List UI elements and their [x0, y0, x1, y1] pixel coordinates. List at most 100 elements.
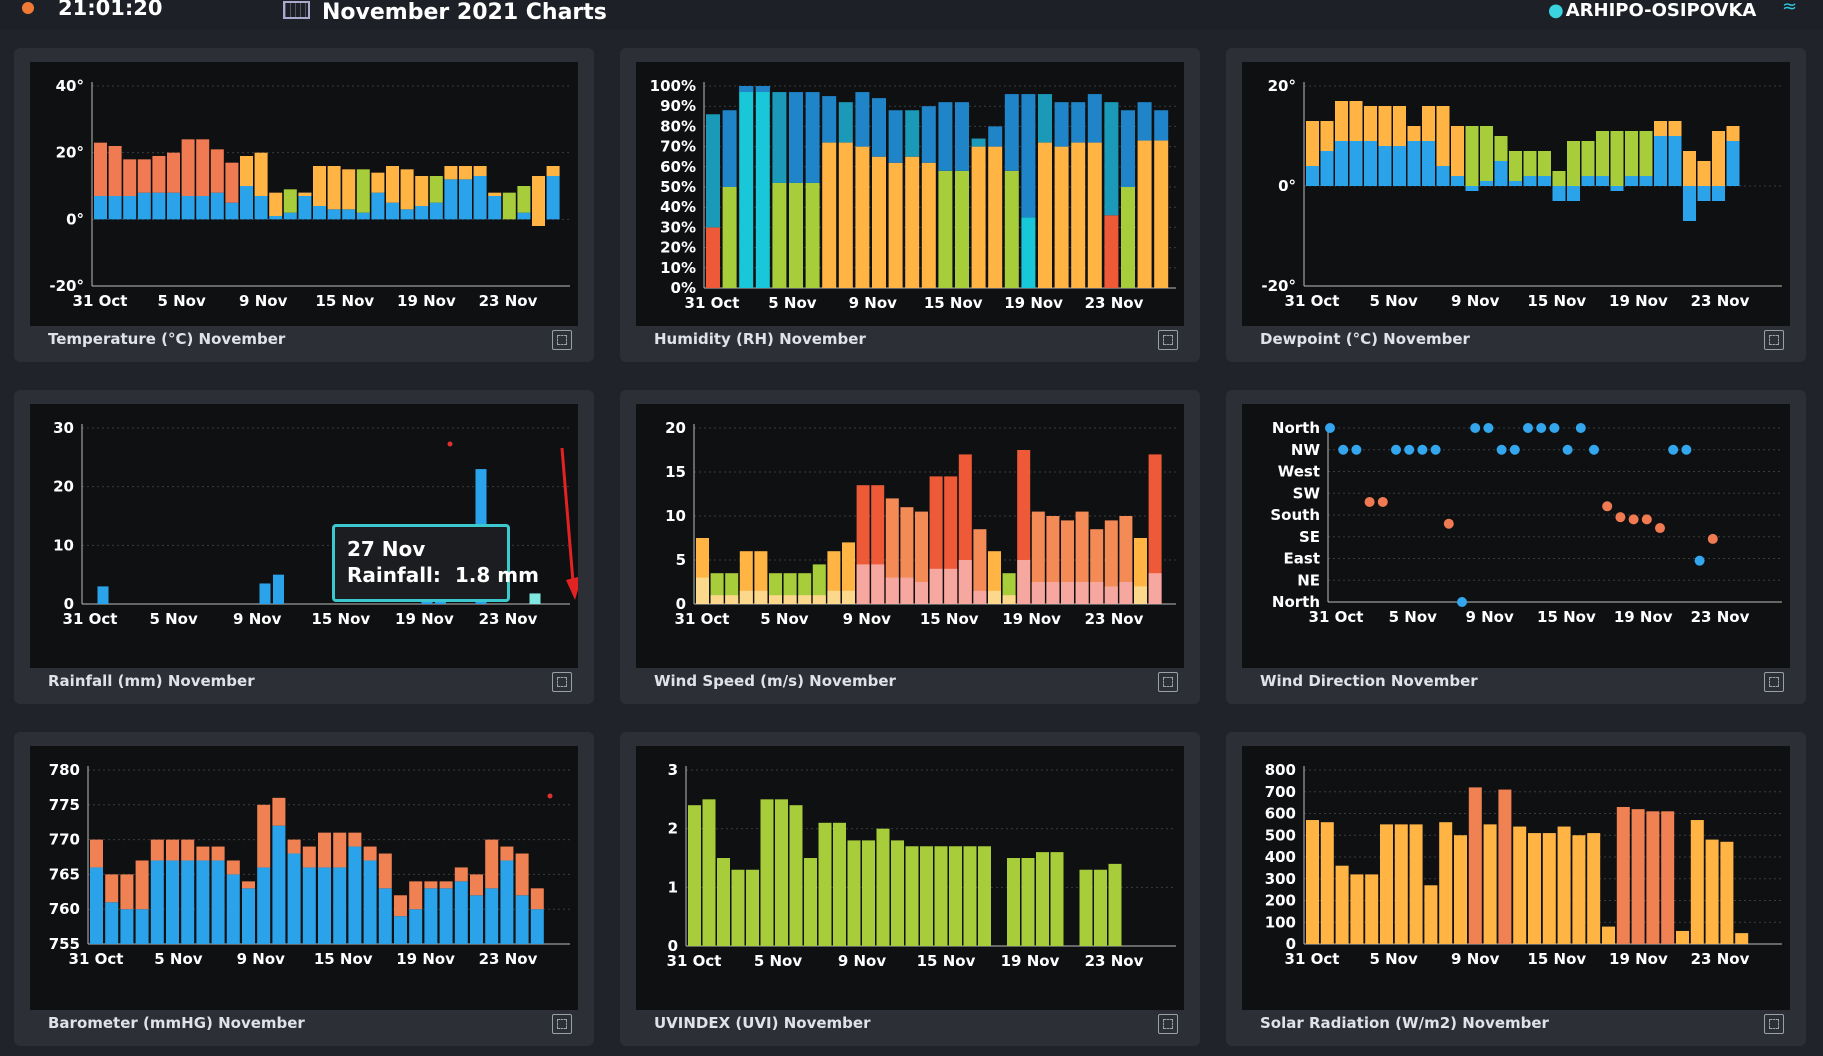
bar[interactable] [827, 590, 841, 604]
bar[interactable] [739, 86, 754, 93]
bar[interactable] [1596, 131, 1609, 176]
bar[interactable] [754, 590, 768, 604]
bar[interactable] [257, 804, 271, 868]
bar[interactable] [1071, 102, 1086, 143]
bar[interactable] [739, 86, 754, 288]
bar[interactable] [1639, 176, 1653, 186]
bar[interactable] [1306, 166, 1319, 186]
bar[interactable] [1646, 811, 1660, 944]
bar[interactable] [955, 170, 969, 288]
bar[interactable] [386, 166, 399, 203]
bar[interactable] [254, 152, 268, 196]
bar[interactable] [1690, 820, 1704, 944]
bar[interactable] [283, 189, 297, 213]
bar[interactable] [1494, 136, 1508, 161]
bar[interactable] [1668, 121, 1682, 136]
bar[interactable] [272, 797, 286, 826]
bar[interactable] [356, 169, 370, 213]
bar[interactable] [283, 212, 297, 220]
bar[interactable] [938, 170, 953, 288]
bar[interactable] [226, 860, 240, 875]
bar[interactable] [988, 126, 1003, 147]
bar[interactable] [259, 583, 271, 604]
bar[interactable] [822, 96, 837, 143]
bar[interactable] [444, 166, 458, 180]
bar[interactable] [1552, 186, 1566, 201]
bar[interactable] [371, 172, 385, 193]
bar[interactable] [1320, 151, 1334, 186]
bar[interactable] [789, 182, 803, 288]
wind-dir-point[interactable] [1470, 423, 1481, 433]
bar[interactable] [424, 888, 438, 944]
bar[interactable] [1121, 187, 1135, 288]
bar[interactable] [470, 895, 483, 944]
bar[interactable] [240, 186, 253, 220]
bar[interactable] [798, 595, 812, 604]
bar[interactable] [1134, 586, 1147, 604]
bar[interactable] [1465, 126, 1479, 186]
bar[interactable] [789, 92, 803, 183]
wind-dir-point[interactable] [1509, 444, 1520, 455]
bar[interactable] [400, 209, 414, 220]
bar[interactable] [1148, 573, 1162, 604]
bar[interactable] [1380, 824, 1393, 944]
bar[interactable] [1498, 789, 1512, 944]
bar[interactable] [1509, 181, 1522, 186]
bar[interactable] [488, 196, 502, 220]
expand-icon[interactable] [1764, 1014, 1784, 1034]
bar[interactable] [500, 860, 514, 944]
bar[interactable] [755, 86, 770, 93]
bar[interactable] [1631, 809, 1645, 944]
bar[interactable] [439, 888, 453, 944]
bar[interactable] [921, 162, 936, 288]
bar[interactable] [905, 846, 919, 946]
bar[interactable] [137, 192, 151, 220]
bar[interactable] [394, 895, 407, 917]
bar[interactable] [196, 196, 210, 220]
bar[interactable] [1513, 826, 1527, 944]
bar[interactable] [688, 805, 701, 946]
bar[interactable] [905, 156, 920, 288]
bar[interactable] [1712, 131, 1725, 186]
bar[interactable] [772, 182, 787, 288]
wind-dir-point[interactable] [1364, 496, 1375, 507]
bar[interactable] [546, 176, 560, 220]
bar[interactable] [1697, 161, 1711, 186]
bar[interactable] [287, 853, 301, 944]
bar[interactable] [1021, 217, 1036, 288]
wind-dir-point[interactable] [1457, 597, 1467, 607]
bar[interactable] [772, 92, 787, 183]
bar[interactable] [805, 92, 820, 183]
bar[interactable] [348, 846, 362, 944]
bar[interactable] [731, 869, 745, 946]
bar[interactable] [240, 156, 253, 186]
bar[interactable] [789, 805, 803, 946]
wind-dir-point[interactable] [1536, 423, 1547, 433]
wind-dir-point[interactable] [1391, 444, 1401, 455]
wind-dir-point[interactable] [1562, 444, 1573, 455]
wind-dir-point[interactable] [1549, 423, 1560, 433]
bar[interactable] [318, 867, 331, 944]
bar[interactable] [108, 196, 122, 220]
bar[interactable] [1528, 833, 1541, 944]
bar[interactable] [822, 142, 837, 288]
bar[interactable] [439, 881, 453, 889]
bar[interactable] [342, 169, 356, 210]
wind-dir-point[interactable] [1404, 444, 1415, 455]
bar[interactable] [988, 590, 1001, 604]
bar[interactable] [915, 582, 928, 604]
bar[interactable] [1054, 102, 1069, 147]
bar[interactable] [120, 909, 134, 944]
bar[interactable] [1036, 852, 1049, 946]
bar[interactable] [1087, 142, 1102, 288]
bar[interactable] [1436, 166, 1450, 186]
bar[interactable] [196, 139, 210, 196]
bar[interactable] [1306, 820, 1319, 944]
bar[interactable] [1087, 94, 1102, 143]
bar[interactable] [1639, 131, 1653, 176]
bar[interactable] [356, 212, 370, 220]
bar[interactable] [517, 186, 531, 213]
bar[interactable] [378, 888, 392, 944]
wind-dir-point[interactable] [1575, 423, 1586, 433]
bar[interactable] [1104, 102, 1119, 216]
